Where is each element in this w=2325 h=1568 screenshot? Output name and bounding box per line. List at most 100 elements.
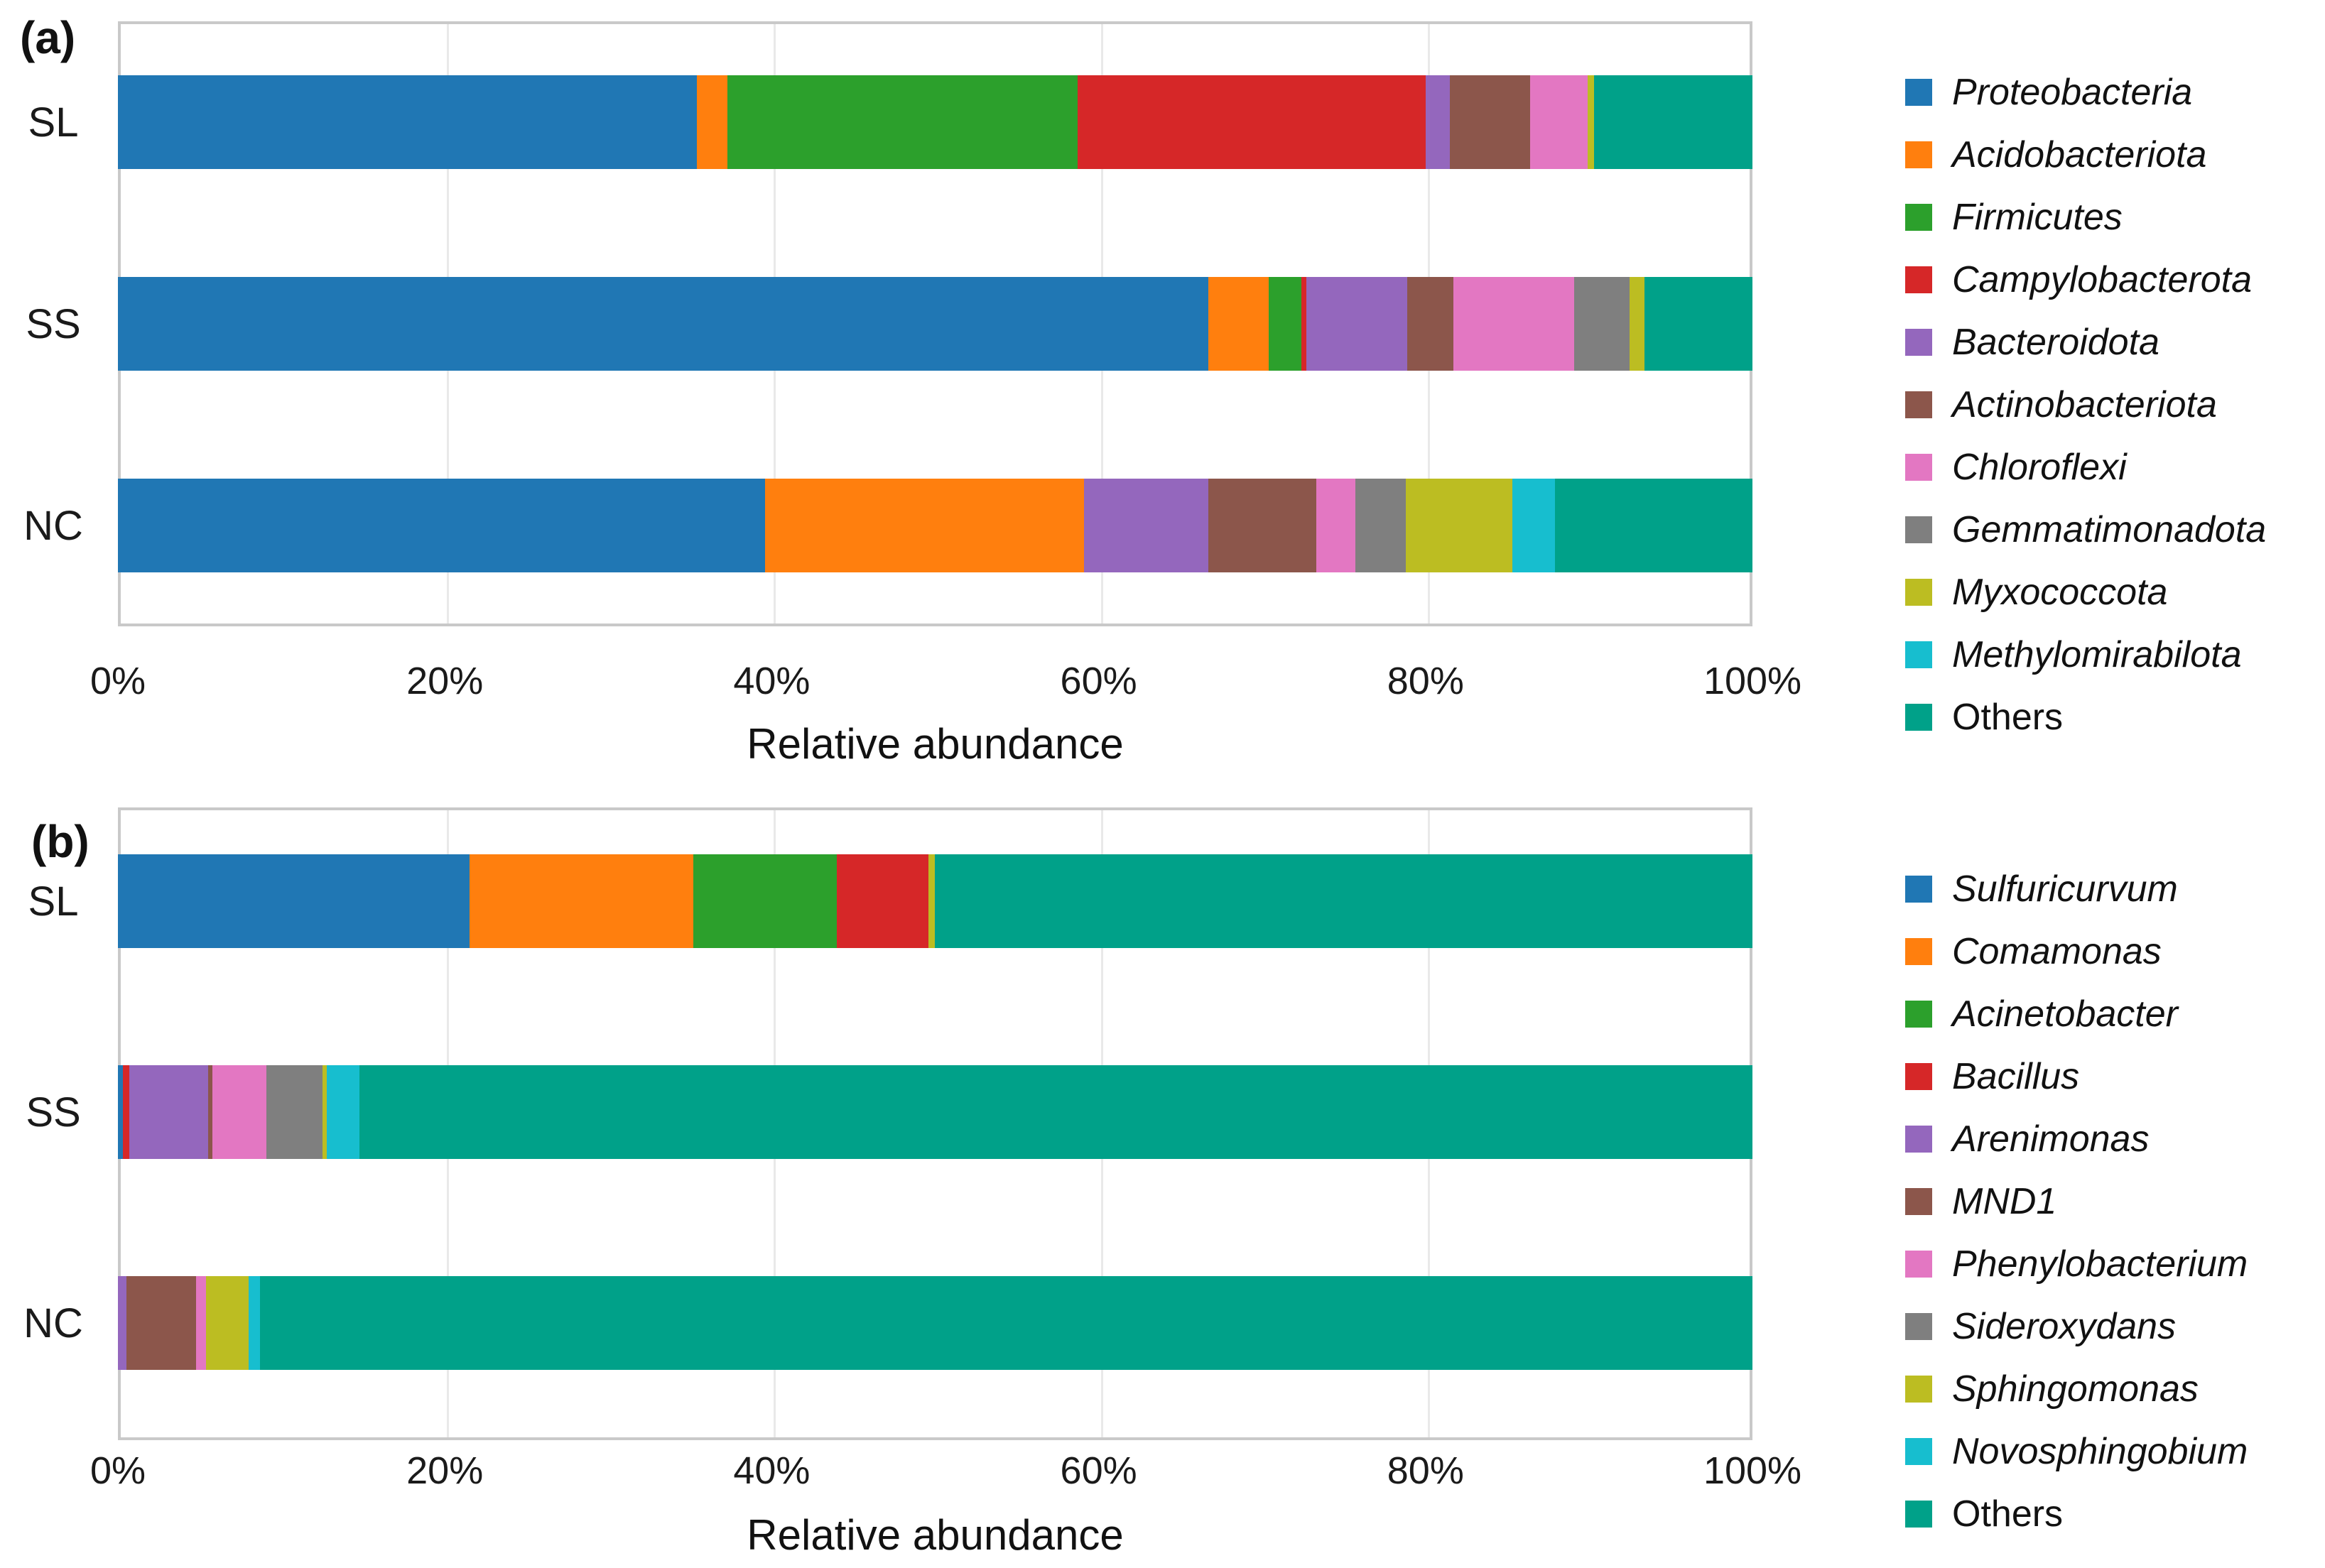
x-tick-label: 20% <box>406 660 484 702</box>
bar-segment-MND1 <box>207 1065 213 1159</box>
bar-segment-Acidobacteriota <box>696 75 728 169</box>
bar-segment-Methylomirabilota <box>1512 479 1555 572</box>
legend-swatch-icon <box>1905 1251 1932 1278</box>
legend-label: Myxococcota <box>1952 572 2168 613</box>
x-tick-label: 60% <box>1060 660 1137 702</box>
legend-item-Others: Others <box>1905 1483 2248 1545</box>
bar-segment-Sphingomonas <box>928 854 936 948</box>
legend-swatch-icon <box>1905 1063 1932 1090</box>
bar-segment-Gemmatimonadota <box>1355 479 1407 572</box>
legend-item-Acinetobacter: Acinetobacter <box>1905 983 2248 1045</box>
legend-label: Firmicutes <box>1952 197 2123 238</box>
legend-swatch-icon <box>1905 1376 1932 1403</box>
legend-label: Sphingomonas <box>1952 1368 2199 1410</box>
bar-segment-Acidobacteriota <box>1208 277 1269 371</box>
legend-item-Acidobacteriota: Acidobacteriota <box>1905 124 2266 186</box>
bar-segment-Bacillus <box>837 854 929 948</box>
legend-label: Chloroflexi <box>1952 447 2127 488</box>
bar-segment-Novosphingobium <box>327 1065 360 1159</box>
legend-label: Novosphingobium <box>1952 1431 2248 1472</box>
bar-segment-Campylobacterota <box>1077 75 1426 169</box>
bar-segment-Others <box>1644 277 1752 371</box>
x-tick-label: 20% <box>406 1449 484 1492</box>
bar-segment-Gemmatimonadota <box>1574 277 1630 371</box>
legend-swatch-icon <box>1905 204 1932 231</box>
stacked-bar-SS <box>118 277 1752 371</box>
bar-segment-Phenylobacterium <box>196 1276 207 1370</box>
bar-segment-Bacteroidota <box>1425 75 1451 169</box>
legend-swatch-icon <box>1905 641 1932 668</box>
bar-segment-Actinobacteriota <box>1208 479 1316 572</box>
legend-panel-a: Proteobacteria Acidobacteriota Firmicutes C… <box>1905 61 2266 748</box>
legend-item-Bacteroidota: Bacteroidota <box>1905 311 2266 374</box>
legend-panel-b: Sulfuricurvum Comamonas Acinetobacter Bacil… <box>1905 858 2248 1545</box>
legend-swatch-icon <box>1905 329 1932 356</box>
bar-segment-Chloroflexi <box>1530 75 1588 169</box>
bar-segment-Sphingomonas <box>206 1276 249 1370</box>
x-tick-label: 80% <box>1387 660 1464 702</box>
legend-label: Sideroxydans <box>1952 1306 2177 1347</box>
bar-segment-Acinetobacter <box>693 854 838 948</box>
legend-label: Arenimonas <box>1952 1118 2150 1160</box>
x-tick-label: 0% <box>90 660 146 702</box>
category-label-NC: NC <box>23 1300 83 1346</box>
legend-item-Myxococcota: Myxococcota <box>1905 561 2266 624</box>
bar-segment-Acidobacteriota <box>765 479 1084 572</box>
legend-item-Sphingomonas: Sphingomonas <box>1905 1358 2248 1420</box>
legend-swatch-icon <box>1905 1313 1932 1340</box>
bar-segment-Sphingomonas <box>322 1065 327 1159</box>
legend-swatch-icon <box>1905 454 1932 481</box>
bar-segment-Chloroflexi <box>1316 479 1355 572</box>
category-label-SS: SS <box>26 301 81 347</box>
legend-item-Campylobacterota: Campylobacterota <box>1905 249 2266 311</box>
bar-segment-Bacillus <box>122 1065 130 1159</box>
legend-item-Others: Others <box>1905 686 2266 748</box>
legend-label: Acinetobacter <box>1952 993 2178 1035</box>
legend-swatch-icon <box>1905 1001 1932 1028</box>
bar-segment-Arenimonas <box>129 1065 208 1159</box>
legend-swatch-icon <box>1905 938 1932 965</box>
bar-segment-MND1 <box>126 1276 197 1370</box>
legend-item-Gemmatimonadota: Gemmatimonadota <box>1905 499 2266 561</box>
panel-a-label: (a) <box>20 12 76 63</box>
legend-swatch-icon <box>1905 1501 1932 1528</box>
legend-item-MND1: MND1 <box>1905 1170 2248 1233</box>
bar-segment-Firmicutes <box>1268 277 1301 371</box>
bar-segment-Sulfuricurvum <box>118 854 470 948</box>
bar-segment-Others <box>1554 479 1752 572</box>
legend-item-Sulfuricurvum: Sulfuricurvum <box>1905 858 2248 920</box>
legend-item-Proteobacteria: Proteobacteria <box>1905 61 2266 124</box>
legend-label: Sulfuricurvum <box>1952 869 2178 910</box>
bar-segment-Arenimonas <box>118 1276 126 1370</box>
legend-label: Others <box>1952 697 2064 738</box>
x-tick-label: 80% <box>1387 1449 1464 1492</box>
x-tick-label: 40% <box>733 1449 811 1492</box>
legend-label: Others <box>1952 1493 2064 1535</box>
legend-label: Acidobacteriota <box>1952 134 2207 175</box>
bar-segment-Comamonas <box>469 854 693 948</box>
bar-segment-Myxococcota <box>1587 75 1594 169</box>
legend-swatch-icon <box>1905 391 1932 418</box>
bar-segment-Proteobacteria <box>118 479 766 572</box>
legend-label: Bacteroidota <box>1952 322 2159 363</box>
bar-segment-Campylobacterota <box>1301 277 1306 371</box>
bar-segment-Myxococcota <box>1406 479 1512 572</box>
x-tick-label: 40% <box>733 660 811 702</box>
bar-segment-Novosphingobium <box>249 1276 261 1370</box>
x-tick-label: 100% <box>1703 660 1802 702</box>
legend-item-Bacillus: Bacillus <box>1905 1045 2248 1108</box>
legend-item-Phenylobacterium: Phenylobacterium <box>1905 1233 2248 1295</box>
legend-swatch-icon <box>1905 1188 1932 1215</box>
bar-segment-Actinobacteriota <box>1407 277 1453 371</box>
bar-segment-Actinobacteriota <box>1450 75 1531 169</box>
legend-item-Actinobacteriota: Actinobacteriota <box>1905 374 2266 436</box>
bar-segment-Proteobacteria <box>118 75 697 169</box>
category-label-SL: SL <box>28 99 79 146</box>
stacked-bar-SL <box>118 854 1752 948</box>
bar-segment-Myxococcota <box>1630 277 1645 371</box>
x-axis-title: Relative abundance <box>747 1511 1124 1559</box>
stacked-bar-NC <box>118 1276 1752 1370</box>
legend-label: Proteobacteria <box>1952 72 2193 113</box>
legend-label: Gemmatimonadota <box>1952 509 2267 550</box>
